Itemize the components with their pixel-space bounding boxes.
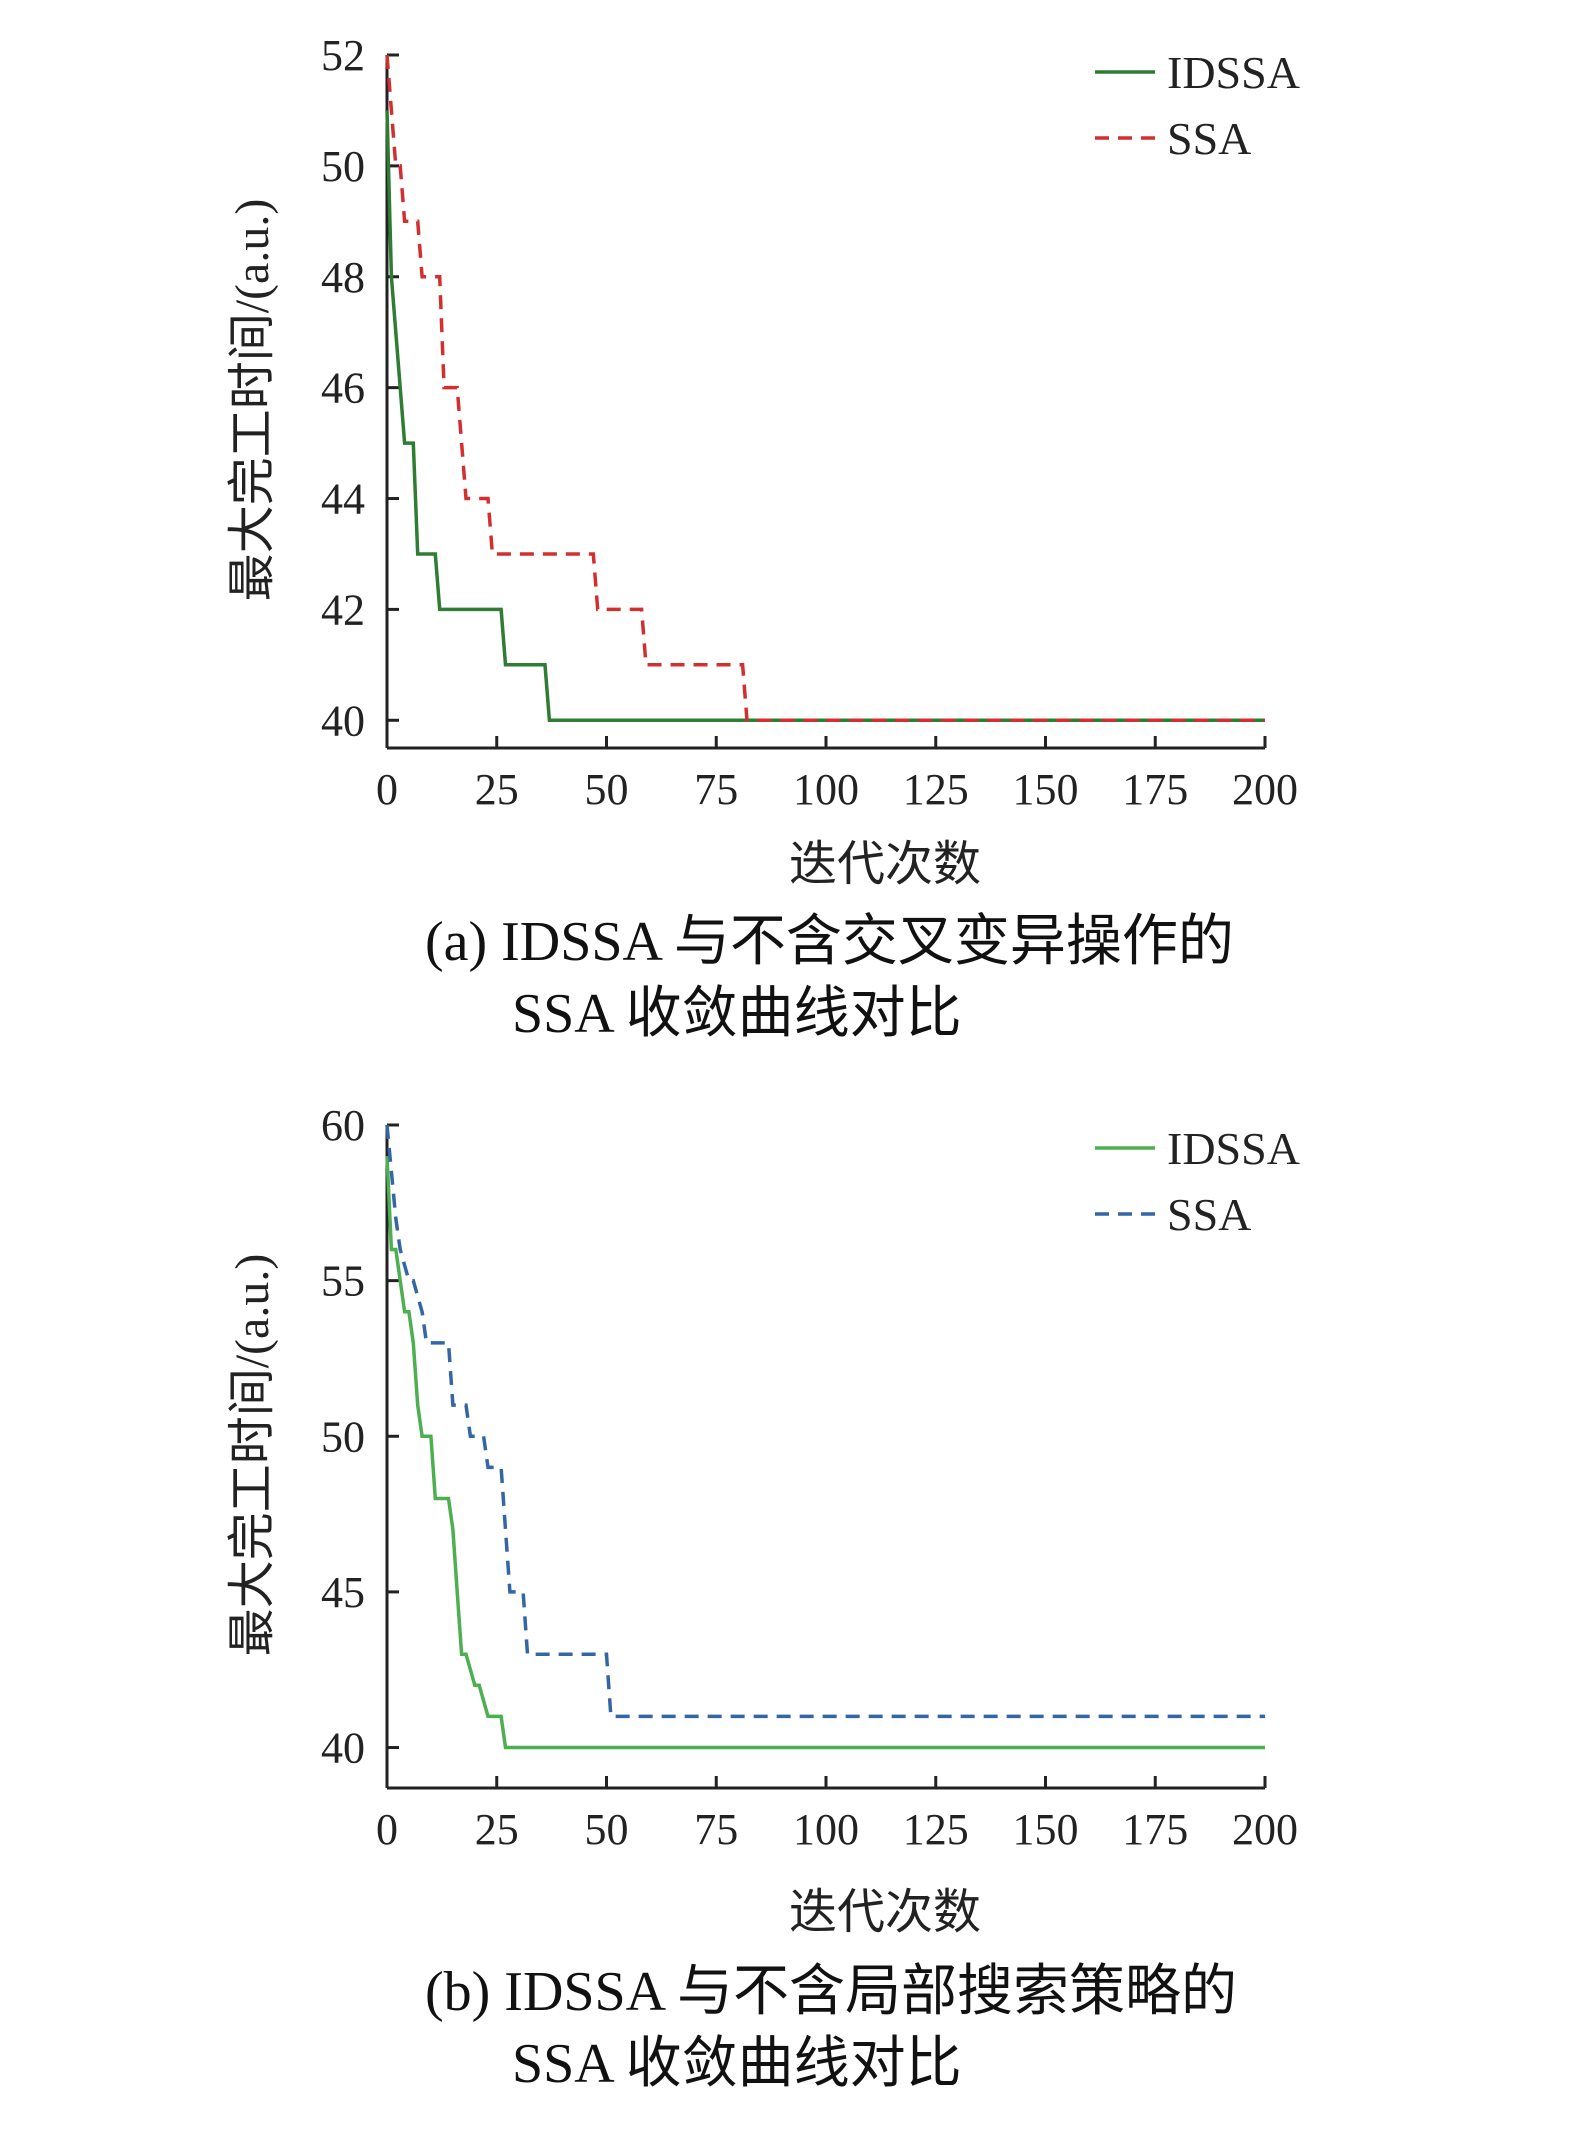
chart-b-xtick-label: 125 — [903, 1805, 969, 1854]
chart-b-caption-line2: SSA 收敛曲线对比 — [512, 2033, 962, 2095]
chart-b-series-idssa — [385, 1156, 1265, 1750]
chart-a-ytick-label: 52 — [321, 31, 365, 80]
chart-a-series-ssa — [385, 54, 1265, 723]
chart-b-xlabel: 迭代次数 — [789, 1886, 981, 1939]
chart-a-axes — [385, 55, 1265, 750]
chart-b-xtick-label: 0 — [376, 1805, 398, 1854]
chart-a-xtick-label: 200 — [1232, 765, 1298, 814]
chart-a-series — [385, 54, 1265, 723]
chart-b-ticks: 0 25 50 75 100 125 150 175 200 40 45 50 55 60 — [321, 1101, 1298, 1854]
chart-a-xtick-label: 25 — [475, 765, 519, 814]
chart-b-legend: IDSSA SSA — [1095, 1123, 1300, 1240]
chart-a-xtick-label: 75 — [694, 765, 738, 814]
chart-a-legend: IDSSA SSA — [1095, 47, 1300, 164]
chart-a-caption-line2: SSA 收敛曲线对比 — [512, 983, 962, 1045]
chart-b-series — [385, 1124, 1265, 1750]
chart-a-ticks: 0 25 50 75 100 125 150 175 200 40 42 44 46 48 50 52 — [321, 31, 1298, 814]
chart-a: 0 25 50 75 100 125 150 175 200 40 42 44 46 48 50 52 迭代次… — [226, 31, 1300, 1045]
chart-b: 0 25 50 75 100 125 150 175 200 40 45 50 55 60 迭代次数 最大… — [226, 1101, 1300, 2095]
chart-b-ylabel: 最大完工时间/(a.u.) — [226, 1254, 279, 1657]
chart-a-ytick-label: 40 — [321, 696, 365, 745]
chart-a-ytick-label: 48 — [321, 253, 365, 302]
chart-b-series-ssa — [385, 1124, 1265, 1719]
chart-b-legend-label-ssa: SSA — [1167, 1189, 1251, 1240]
chart-b-ytick-label: 40 — [321, 1724, 365, 1773]
chart-a-legend-label-ssa: SSA — [1167, 113, 1251, 164]
chart-b-xtick-label: 75 — [694, 1805, 738, 1854]
chart-a-series-idssa — [385, 110, 1265, 723]
chart-a-xlabel: 迭代次数 — [789, 838, 981, 891]
chart-b-ytick-label: 45 — [321, 1568, 365, 1617]
chart-a-ytick-label: 50 — [321, 142, 365, 191]
chart-a-xtick-label: 100 — [793, 765, 859, 814]
chart-b-xtick-label: 25 — [475, 1805, 519, 1854]
chart-a-xtick-label: 125 — [903, 765, 969, 814]
chart-a-xtick-label: 175 — [1122, 765, 1188, 814]
chart-a-ytick-label: 42 — [321, 585, 365, 634]
chart-b-ytick-label: 50 — [321, 1412, 365, 1461]
chart-b-ytick-label: 55 — [321, 1257, 365, 1306]
chart-b-ytick-label: 60 — [321, 1101, 365, 1150]
chart-a-ylabel: 最大完工时间/(a.u.) — [226, 199, 279, 602]
chart-b-xtick-label: 175 — [1122, 1805, 1188, 1854]
chart-a-xtick-label: 150 — [1013, 765, 1079, 814]
chart-b-xtick-label: 50 — [585, 1805, 629, 1854]
chart-b-xtick-label: 200 — [1232, 1805, 1298, 1854]
chart-b-axes — [385, 1125, 1265, 1790]
chart-a-ytick-label: 46 — [321, 364, 365, 413]
chart-b-xtick-label: 150 — [1013, 1805, 1079, 1854]
chart-a-ytick-label: 44 — [321, 475, 365, 524]
chart-a-xtick-label: 50 — [585, 765, 629, 814]
chart-b-caption-line1: (b) IDSSA 与不含局部搜索策略的 — [425, 1961, 1237, 2023]
chart-a-caption-line1: (a) IDSSA 与不含交叉变异操作的 — [425, 911, 1234, 973]
chart-b-xtick-label: 100 — [793, 1805, 859, 1854]
chart-b-legend-label-idssa: IDSSA — [1167, 1123, 1300, 1174]
chart-a-legend-label-idssa: IDSSA — [1167, 47, 1300, 98]
chart-a-xtick-label: 0 — [376, 765, 398, 814]
